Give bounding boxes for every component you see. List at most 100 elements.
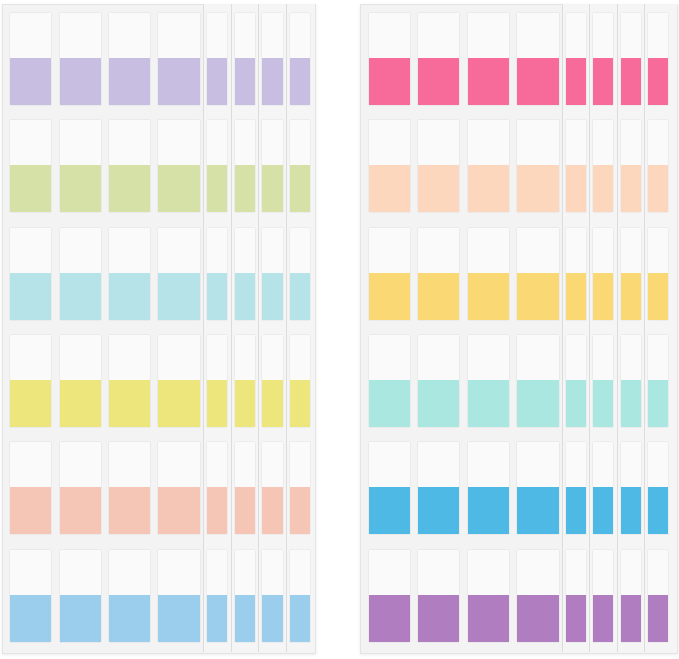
sticky-tab bbox=[369, 228, 410, 320]
sticky-tab bbox=[468, 442, 509, 534]
sticky-tab bbox=[621, 120, 641, 212]
tab-clear-part bbox=[468, 442, 509, 488]
tab-colored-part bbox=[235, 273, 255, 320]
tab-colored-part bbox=[158, 487, 200, 534]
tab-colored-part bbox=[290, 58, 310, 105]
tab-colored-part bbox=[262, 165, 283, 212]
sticky-tab bbox=[60, 13, 101, 105]
sticky-tab bbox=[158, 120, 200, 212]
sticky-tab bbox=[109, 13, 150, 105]
tab-colored-part bbox=[648, 273, 668, 320]
tab-colored-part bbox=[369, 58, 410, 105]
sticky-tab bbox=[158, 442, 200, 534]
tab-clear-part bbox=[60, 13, 101, 59]
tab-clear-part bbox=[648, 228, 668, 274]
tab-colored-part bbox=[109, 595, 150, 642]
tab-colored-part bbox=[262, 380, 283, 427]
sticky-tab bbox=[158, 228, 200, 320]
sticky-tab bbox=[109, 228, 150, 320]
overlapping-strip-edge bbox=[286, 4, 315, 652]
tab-clear-part bbox=[10, 120, 51, 166]
tab-clear-part bbox=[158, 13, 200, 59]
tab-clear-part bbox=[262, 13, 283, 59]
tab-clear-part bbox=[566, 13, 586, 59]
tab-clear-part bbox=[593, 442, 613, 488]
sticky-tab bbox=[60, 228, 101, 320]
tab-colored-part bbox=[517, 380, 559, 427]
tab-colored-part bbox=[262, 58, 283, 105]
sticky-tab bbox=[593, 120, 613, 212]
tab-colored-part bbox=[207, 595, 227, 642]
tab-colored-part bbox=[593, 273, 613, 320]
tab-colored-part bbox=[262, 273, 283, 320]
sticky-tab bbox=[593, 550, 613, 642]
tab-clear-part bbox=[290, 120, 310, 166]
tab-colored-part bbox=[262, 487, 283, 534]
sticky-tab bbox=[158, 13, 200, 105]
tab-clear-part bbox=[235, 13, 255, 59]
sticky-tab bbox=[566, 120, 586, 212]
tab-colored-part bbox=[369, 595, 410, 642]
tab-colored-part bbox=[158, 165, 200, 212]
tab-clear-part bbox=[290, 442, 310, 488]
sticky-tab bbox=[60, 120, 101, 212]
tab-colored-part bbox=[517, 595, 559, 642]
sticky-tab bbox=[517, 120, 559, 212]
sticky-tab bbox=[207, 442, 227, 534]
sticky-tab bbox=[468, 13, 509, 105]
sticky-tab bbox=[109, 550, 150, 642]
sticky-tab bbox=[593, 228, 613, 320]
tab-clear-part bbox=[109, 442, 150, 488]
tab-colored-part bbox=[418, 595, 459, 642]
tab-colored-part bbox=[60, 273, 101, 320]
tab-colored-part bbox=[566, 273, 586, 320]
sticky-tab bbox=[60, 442, 101, 534]
sticky-tab bbox=[262, 120, 283, 212]
tab-colored-part bbox=[418, 380, 459, 427]
tab-colored-part bbox=[468, 58, 509, 105]
tab-colored-part bbox=[369, 165, 410, 212]
tab-clear-part bbox=[517, 120, 559, 166]
tab-clear-part bbox=[418, 120, 459, 166]
tab-clear-part bbox=[369, 442, 410, 488]
tab-clear-part bbox=[369, 228, 410, 274]
tab-colored-part bbox=[290, 273, 310, 320]
tab-clear-part bbox=[369, 13, 410, 59]
tab-clear-part bbox=[566, 442, 586, 488]
tab-clear-part bbox=[10, 13, 51, 59]
tab-clear-part bbox=[262, 335, 283, 381]
tab-clear-part bbox=[207, 13, 227, 59]
tab-clear-part bbox=[593, 335, 613, 381]
sticky-tab bbox=[517, 335, 559, 427]
tab-clear-part bbox=[290, 335, 310, 381]
tab-colored-part bbox=[593, 487, 613, 534]
tab-colored-part bbox=[621, 58, 641, 105]
tab-clear-part bbox=[566, 228, 586, 274]
sticky-tab bbox=[207, 550, 227, 642]
sticky-tab bbox=[593, 13, 613, 105]
tab-clear-part bbox=[109, 120, 150, 166]
sticky-tab bbox=[235, 550, 255, 642]
tab-clear-part bbox=[468, 228, 509, 274]
tab-clear-part bbox=[468, 13, 509, 59]
sticky-tab bbox=[290, 228, 310, 320]
tab-colored-part bbox=[517, 58, 559, 105]
tab-clear-part bbox=[290, 228, 310, 274]
sticky-tab bbox=[290, 120, 310, 212]
tab-colored-part bbox=[235, 165, 255, 212]
sticky-tab bbox=[593, 335, 613, 427]
tab-colored-part bbox=[418, 165, 459, 212]
tab-clear-part bbox=[648, 550, 668, 596]
sticky-tab bbox=[566, 442, 586, 534]
tab-clear-part bbox=[418, 228, 459, 274]
sticky-tab bbox=[207, 228, 227, 320]
tab-colored-part bbox=[10, 487, 51, 534]
sticky-tab bbox=[10, 13, 51, 105]
sticky-tab bbox=[290, 13, 310, 105]
tab-clear-part bbox=[158, 120, 200, 166]
tab-clear-part bbox=[593, 550, 613, 596]
tab-colored-part bbox=[648, 58, 668, 105]
tab-colored-part bbox=[109, 487, 150, 534]
sticky-tab bbox=[418, 120, 459, 212]
tab-colored-part bbox=[621, 487, 641, 534]
